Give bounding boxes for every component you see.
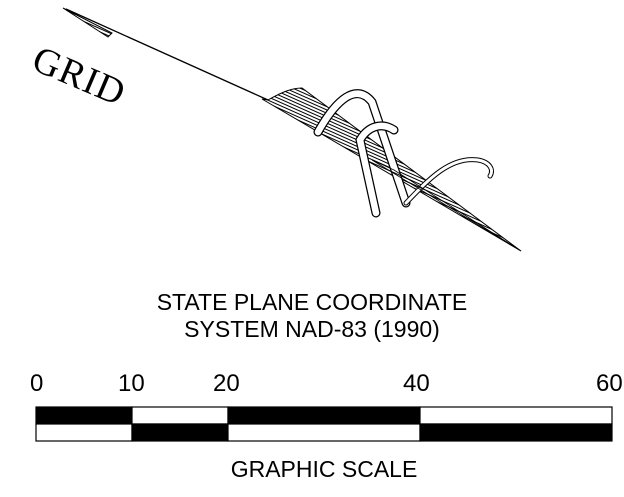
graphic-scale-bar (35, 406, 613, 442)
datum-line-2: SYSTEM NAD-83 (1990) (184, 316, 440, 342)
declination-hook-inner (314, 90, 410, 207)
scale-tick-20: 20 (213, 370, 240, 397)
coordinate-system-title: STATE PLANE COORDINATE SYSTEM NAD-83 (19… (0, 289, 624, 343)
north-arrow-symbol (62, 7, 522, 252)
scale-segment-bottom-3 (227, 423, 421, 442)
grid-needle-line (65, 8, 269, 101)
scale-segment-bottom-1 (35, 423, 133, 442)
scale-bar-bottom-row (35, 423, 613, 442)
graphic-scale-caption: GRAPHIC SCALE (230, 456, 418, 482)
needle-overlap (371, 159, 522, 252)
declination-swirl-inner (404, 158, 493, 205)
scale-segment-top-4 (419, 406, 613, 425)
declination-stroke-inner (356, 122, 398, 217)
scale-segment-top-3 (227, 406, 421, 425)
scale-segment-top-1 (35, 406, 133, 425)
grid-arrow-head (62, 7, 113, 38)
datum-line-1: STATE PLANE COORDINATE (156, 289, 468, 315)
scale-segment-bottom-4 (419, 423, 613, 442)
scale-tick-0: 0 (30, 370, 44, 397)
scale-tick-40: 40 (403, 370, 430, 397)
scale-tick-10: 10 (118, 370, 145, 397)
scale-segment-bottom-2 (131, 423, 229, 442)
scale-bar-top-row (35, 406, 613, 425)
scale-tick-60: 60 (596, 370, 623, 397)
scale-segment-top-2 (131, 406, 229, 425)
